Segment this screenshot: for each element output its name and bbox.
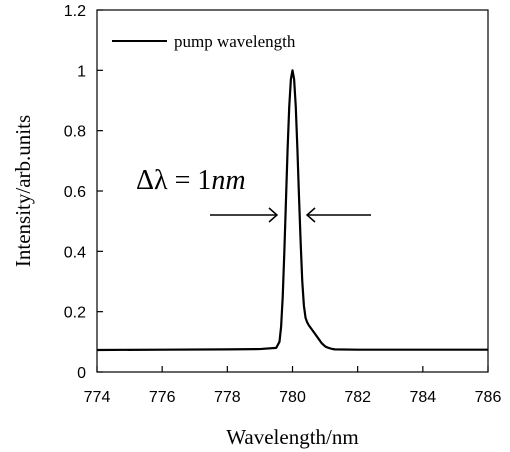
x-tick-label: 786 [475,389,502,406]
x-axis-ticks: 774 776 778 780 782 784 786 [84,366,502,406]
right-arrow-head [305,207,316,223]
plot-frame [96,9,489,373]
y-tick-label: 1.2 [64,3,86,20]
y-axis-ticks: 0 0.2 0.4 0.6 0.8 1 1.2 [64,3,103,382]
linewidth-annotation: Δλ = 1nm [136,165,246,196]
x-tick-label: 784 [409,389,436,406]
x-tick-label: 776 [149,389,176,406]
y-tick-label: 0.8 [64,124,86,141]
x-tick-label: 778 [214,389,241,406]
series-line-pump-wavelength [96,69,488,352]
y-axis-title: Intensity/arb.units [11,115,35,267]
x-tick-label: 782 [344,389,371,406]
x-tick-label: 780 [279,389,306,406]
legend: pump wavelength [112,32,296,51]
y-tick-label: 0 [77,365,86,382]
y-tick-label: 0.4 [64,244,86,261]
linewidth-arrows [210,207,371,223]
y-tick-label: 0.2 [64,305,86,322]
legend-label-pump-wavelength: pump wavelength [174,32,296,51]
series-layer [96,69,488,352]
linewidth-annotation-value: Δλ = 1 [136,165,211,196]
left-arrow-head [268,207,279,223]
y-tick-label: 1 [77,63,86,80]
linewidth-annotation-unit: nm [211,165,245,196]
y-tick-label: 0.6 [64,184,86,201]
x-tick-label: 774 [84,389,111,406]
x-axis-title: Wavelength/nm [226,425,358,449]
